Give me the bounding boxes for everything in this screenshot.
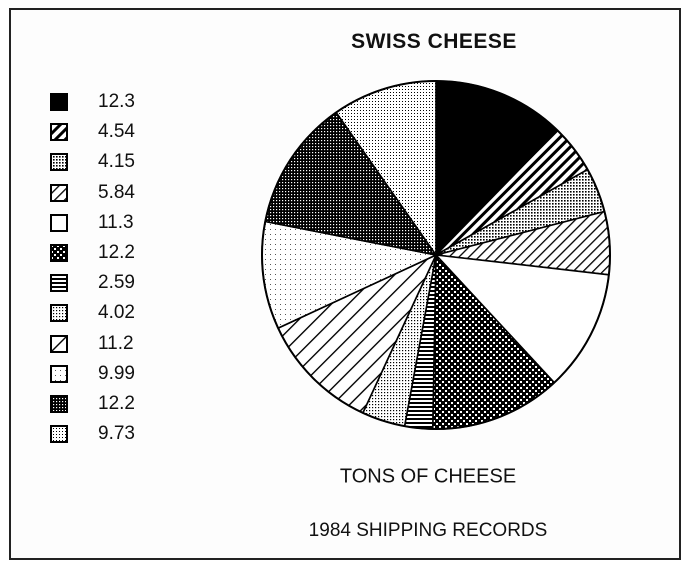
legend-swatch	[50, 213, 68, 232]
legend-label: 2.59	[98, 272, 135, 294]
legend-label: 11.3	[98, 211, 134, 233]
legend-label: 5.84	[98, 181, 135, 203]
legend-swatch	[50, 304, 68, 323]
chart-caption-units: TONS OF CHEESE	[339, 465, 517, 488]
legend-swatch	[50, 123, 68, 142]
legend-swatch	[50, 364, 68, 383]
legend-swatch	[50, 244, 68, 263]
legend-item: 4.15	[50, 147, 190, 177]
legend-item: 5.84	[50, 178, 190, 208]
legend-swatch	[50, 274, 68, 293]
legend-swatch	[50, 394, 68, 413]
legend-label: 4.54	[98, 121, 135, 143]
legend-swatch	[50, 183, 68, 202]
legend-item: 12.2	[50, 238, 190, 268]
legend-item: 11.2	[50, 329, 190, 359]
legend-label: 4.02	[98, 302, 135, 324]
legend-item: 4.54	[50, 117, 190, 147]
legend-item: 12.3	[50, 87, 190, 117]
legend-item: 12.2	[50, 389, 190, 419]
legend-label: 9.99	[98, 362, 135, 384]
legend-label: 12.2	[98, 392, 135, 414]
legend-item: 9.73	[50, 419, 190, 449]
legend-item: 9.99	[50, 359, 190, 389]
legend-label: 9.73	[98, 423, 135, 445]
legend-label: 4.15	[98, 151, 135, 173]
chart-caption-source: 1984 SHIPPING RECORDS	[308, 520, 548, 541]
pie-chart	[261, 80, 611, 430]
legend-label: 12.3	[98, 91, 135, 113]
legend-swatch	[50, 425, 68, 444]
legend-item: 2.59	[50, 268, 190, 298]
legend-swatch	[50, 334, 68, 353]
legend-label: 11.2	[98, 332, 134, 354]
chart-legend: 12.3 4.54 4.15 5.84 11.3 12.2 2.59 4.02 11.2 9.99…	[50, 87, 190, 449]
legend-item: 4.02	[50, 298, 190, 328]
legend-item: 11.3	[50, 208, 190, 238]
chart-title: SWISS CHEESE	[351, 30, 517, 53]
legend-swatch	[50, 93, 68, 112]
legend-label: 12.2	[98, 242, 135, 264]
legend-swatch	[50, 153, 68, 172]
pie-outline	[261, 80, 611, 430]
